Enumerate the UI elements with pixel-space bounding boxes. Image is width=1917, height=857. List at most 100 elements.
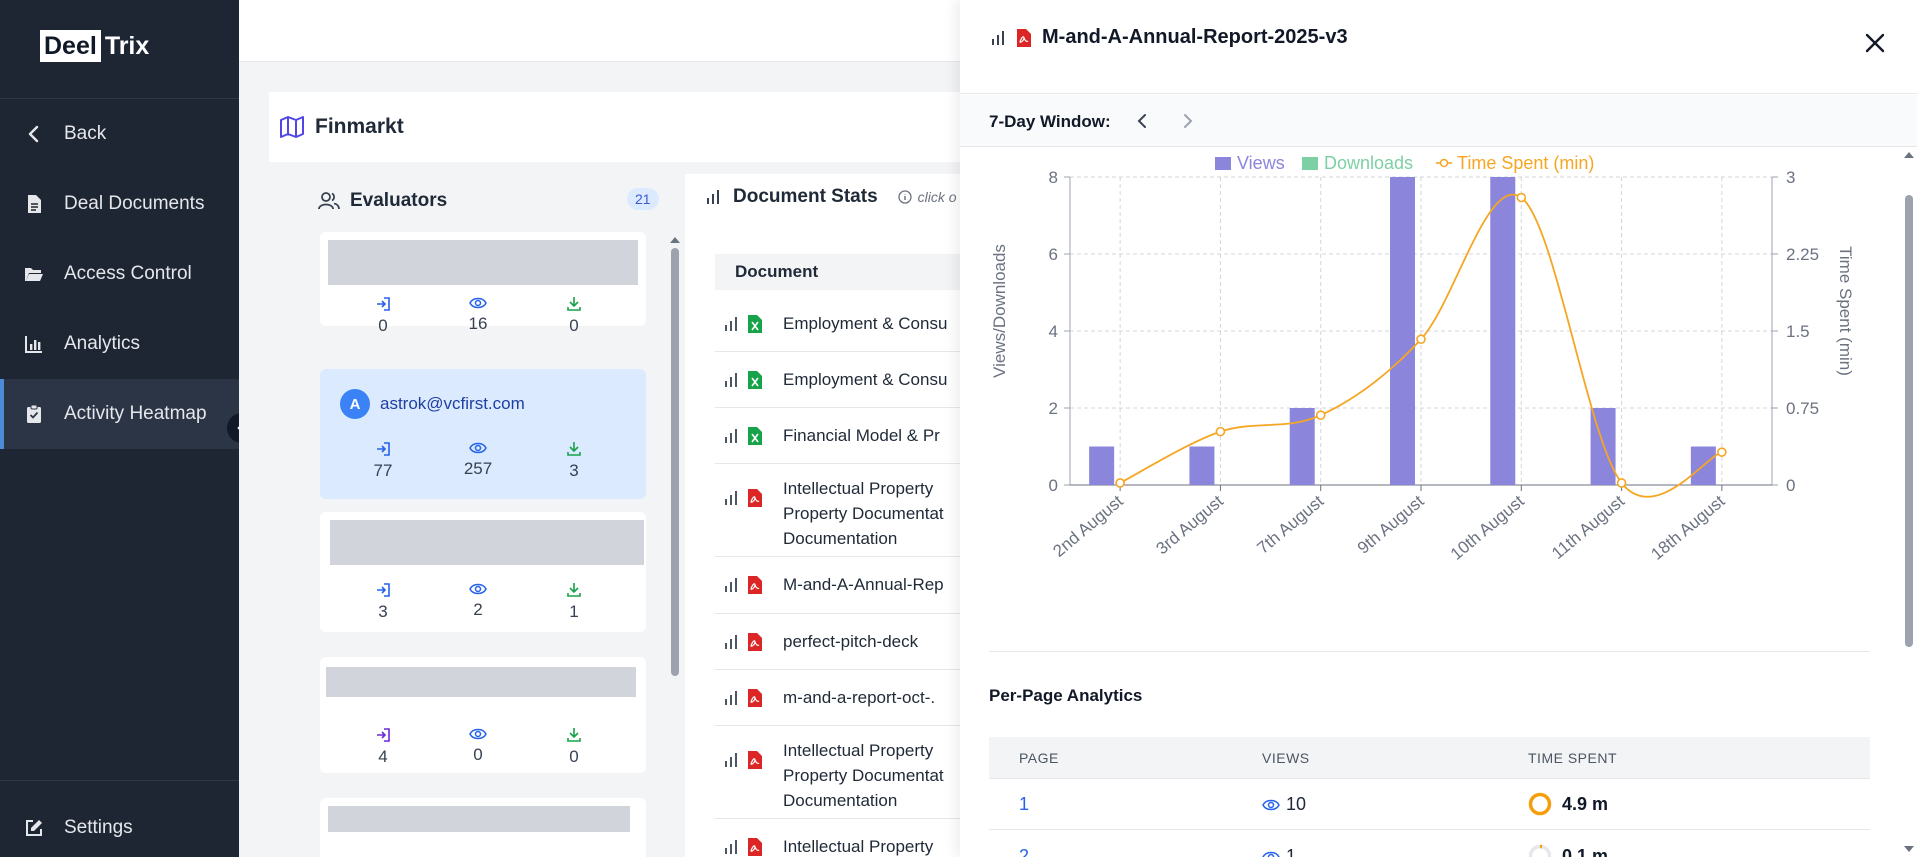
evaluator-card[interactable]: 3 2 1 — [320, 512, 646, 632]
bar-chart-icon[interactable] — [723, 752, 739, 768]
download-icon — [567, 442, 581, 456]
document-name-line: Property Documentat — [783, 766, 944, 785]
sidebar-item-label: Back — [64, 123, 107, 144]
document-name-line: Financial Model & Pr — [783, 426, 940, 445]
sidebar-item-label: Analytics — [64, 333, 141, 354]
evaluator-card[interactable]: 4 0 0 — [320, 657, 646, 773]
document-stats-header: Document Stats click o — [705, 186, 957, 208]
eye-icon — [469, 297, 487, 309]
eye-icon — [1262, 799, 1280, 810]
eye-icon — [1262, 851, 1280, 857]
bar-views — [1089, 446, 1115, 485]
close-icon[interactable] — [1862, 30, 1888, 56]
drawer-scroll-thumb[interactable] — [1905, 195, 1913, 647]
bar-chart-icon[interactable] — [723, 428, 739, 444]
bar-chart-icon[interactable] — [723, 634, 739, 650]
document-row[interactable]: Intellectual Property — [715, 819, 1015, 857]
scroll-up-icon — [670, 237, 680, 243]
y-tick-label: 0 — [1049, 476, 1058, 495]
document-name: Employment & Consu — [783, 367, 947, 392]
scroll-up-icon[interactable] — [1903, 150, 1915, 160]
evaluator-downloads: 3 — [544, 441, 604, 481]
y2-tick-label: 1.5 — [1786, 322, 1810, 341]
bar-chart-icon — [707, 190, 719, 204]
bar-chart-icon — [992, 30, 1004, 45]
legend-swatch-downloads — [1302, 157, 1318, 170]
document-name: m-and-a-report-oct-. — [783, 685, 935, 710]
data-point-time-spent — [1516, 192, 1527, 203]
document-row[interactable]: Employment & Consu — [715, 296, 1015, 352]
y2-tick-label: 2.25 — [1786, 245, 1819, 264]
page-time-spent: 0.1 m — [1528, 844, 1608, 857]
evaluators-scrollbar[interactable] — [668, 232, 682, 852]
table-row: 2 1 0.1 m — [989, 831, 1870, 857]
bar-views — [1189, 446, 1215, 485]
document-name-line: Employment & Consu — [783, 314, 948, 333]
bar-chart-icon[interactable] — [723, 690, 739, 706]
sidebar-item-settings[interactable]: Settings — [0, 793, 239, 857]
login-icon — [377, 297, 390, 311]
sidebar-item-back[interactable]: Back — [0, 99, 239, 169]
brand-logo[interactable]: Deel Trix — [40, 30, 149, 62]
document-name: Financial Model & Pr — [783, 423, 940, 448]
evaluator-identity: A astrok@vcfirst.com — [340, 389, 525, 419]
data-point-time-spent — [1717, 447, 1727, 457]
login-icon — [377, 583, 390, 597]
bar-chart-icon[interactable] — [723, 490, 739, 506]
divider — [989, 651, 1870, 652]
y-axis-title: Views/Downloads — [990, 244, 1009, 378]
page-link[interactable]: 1 — [1019, 794, 1030, 814]
bar-chart-icon — [25, 336, 42, 353]
sidebar-item-activity-heatmap[interactable]: Activity Heatmap — [0, 379, 239, 449]
evaluator-card-selected[interactable]: A astrok@vcfirst.com 77 257 3 — [320, 369, 646, 499]
x-tick-label: 2nd August — [1049, 491, 1127, 560]
bar-views — [1390, 177, 1415, 485]
data-point-time-spent — [1315, 410, 1326, 420]
evaluator-email: astrok@vcfirst.com — [380, 394, 525, 413]
document-row[interactable]: Intellectual Property Property Documentat… — [715, 726, 1015, 819]
chevron-left-icon[interactable] — [1132, 111, 1152, 131]
page-link[interactable]: 2 — [1019, 846, 1030, 857]
per-page-analytics-title: Per-Page Analytics — [989, 686, 1143, 705]
evaluators-panel: Evaluators 21 0 16 0 A astrok@vcfirst.co… — [304, 174, 666, 857]
legend-swatch-time-spent-marker — [1439, 158, 1449, 168]
document-row[interactable]: Financial Model & Pr — [715, 408, 1015, 464]
document-name-line: Documentation — [783, 529, 898, 548]
document-row[interactable]: Employment & Consu — [715, 352, 1015, 408]
scroll-down-icon[interactable] — [1903, 844, 1915, 854]
bar-chart-icon[interactable] — [723, 372, 739, 388]
chevron-right-icon[interactable] — [1178, 111, 1198, 131]
evaluators-scroll-thumb[interactable] — [671, 248, 679, 676]
document-name: Employment & Consu — [783, 311, 947, 336]
sidebar-item-deal-documents[interactable]: Deal Documents — [0, 169, 239, 239]
evaluator-views: 257 — [448, 441, 508, 479]
column-header-views: VIEWS — [1262, 750, 1310, 766]
evaluator-logins: 77 — [353, 441, 413, 481]
data-point-time-spent — [1115, 478, 1125, 488]
bar-chart-icon[interactable] — [723, 577, 739, 593]
window-selector: 7-Day Window: — [960, 95, 1917, 147]
document-row[interactable]: perfect-pitch-deck — [715, 614, 1015, 670]
document-row[interactable]: m-and-a-report-oct-. — [715, 670, 1015, 726]
activity-chart-svg: 0 2 4 6 8 0 0.75 1.5 2.25 3 2nd August 3rd August 7t… — [990, 153, 1855, 564]
document-name-line: Property Documentat — [783, 504, 944, 523]
document-row[interactable]: M-and-A-Annual-Rep — [715, 557, 1015, 614]
document-row[interactable]: Intellectual Property Property Documentat… — [715, 464, 1015, 557]
chevron-left-icon — [28, 125, 39, 143]
download-icon — [567, 583, 581, 597]
sidebar-item-analytics[interactable]: Analytics — [0, 309, 239, 379]
evaluator-placeholder — [328, 806, 630, 832]
pdf-file-icon — [748, 838, 762, 856]
bar-chart-icon[interactable] — [723, 316, 739, 332]
document-row-icons — [723, 632, 771, 652]
evaluators-header: Evaluators — [318, 186, 668, 216]
evaluator-card[interactable] — [320, 798, 646, 857]
page-views: 10 — [1262, 794, 1306, 815]
document-row-icons — [723, 750, 771, 770]
x-tick-label: 10th August — [1447, 491, 1528, 563]
evaluator-card[interactable]: 0 16 0 — [320, 232, 646, 335]
document-icon — [28, 195, 41, 213]
x-tick-label: 11th August — [1548, 491, 1628, 563]
bar-chart-icon[interactable] — [723, 839, 739, 855]
sidebar-item-access-control[interactable]: Access Control — [0, 239, 239, 309]
